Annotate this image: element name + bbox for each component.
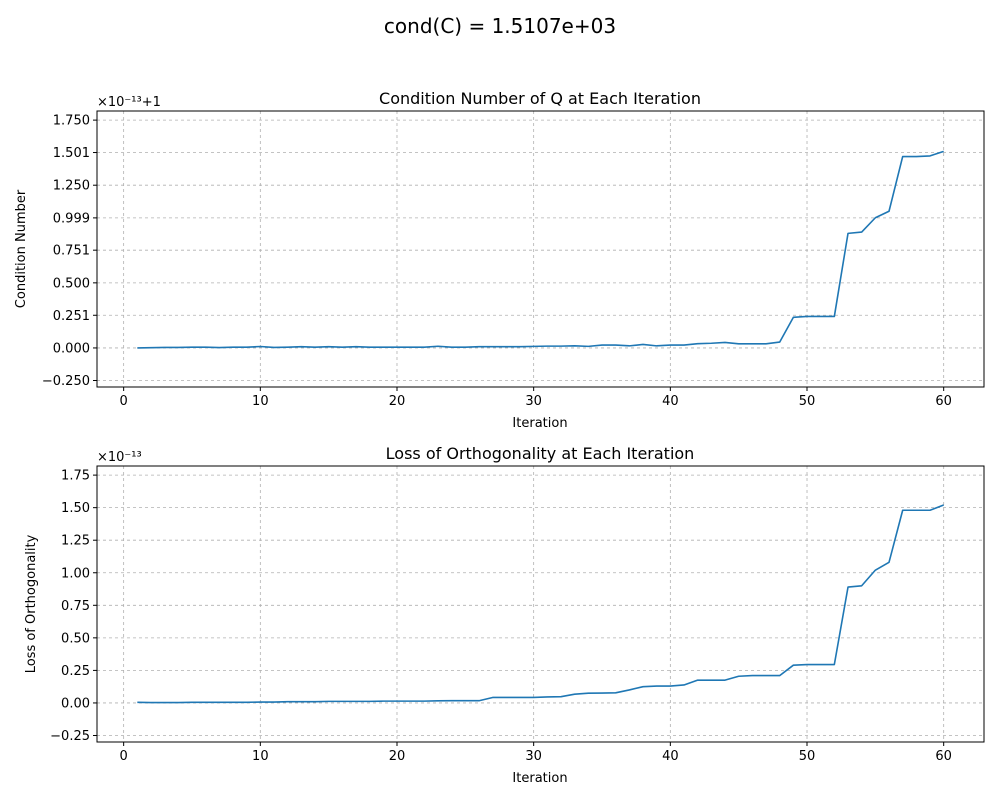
- condition-number-y-tick-label: 0.999: [53, 211, 90, 226]
- condition-number-y-tick-label: 0.500: [53, 276, 90, 291]
- orthogonality-loss-axes-frame: [96, 465, 985, 743]
- orthogonality-loss-chart: Loss of Orthogonality at Each Iteration …: [24, 444, 985, 786]
- condition-number-chart-title: Condition Number of Q at Each Iteration: [379, 89, 701, 108]
- orthogonality-loss-x-tick-label: 30: [525, 749, 542, 764]
- condition-number-x-tick-label: 0: [120, 394, 128, 409]
- orthogonality-loss-offset-label: ×10⁻¹³: [97, 450, 142, 465]
- orthogonality-loss-y-tick-label: 0.50: [61, 631, 90, 646]
- orthogonality-loss-series-line: [137, 504, 944, 704]
- orthogonality-loss-y-tick-label: 0.00: [61, 696, 90, 711]
- orthogonality-loss-grid: [97, 466, 984, 742]
- condition-number-series-line: [137, 150, 944, 349]
- orthogonality-loss-x-tick-label: 20: [389, 749, 406, 764]
- orthogonality-loss-y-axis-label: Loss of Orthogonality: [24, 534, 39, 673]
- orthogonality-loss-ticks: 0 10 20 30 40 50 60 −0.25 0.00 0.25 0.50 0.75 1.00 1.…: [50, 469, 952, 764]
- condition-number-y-tick-label: 1.250: [53, 179, 90, 194]
- condition-number-x-tick-label: 10: [252, 394, 269, 409]
- condition-number-y-axis-label: Condition Number: [14, 189, 29, 308]
- figure-suptitle: cond(C) = 1.5107e+03: [384, 14, 616, 38]
- condition-number-y-tick-label: 0.251: [53, 309, 90, 324]
- condition-number-x-tick-label: 60: [935, 394, 952, 409]
- condition-number-x-axis-label: Iteration: [512, 416, 567, 431]
- orthogonality-loss-y-tick-label: −0.25: [50, 729, 90, 744]
- condition-number-y-tick-label: 1.501: [53, 146, 90, 161]
- condition-number-offset-label: ×10⁻¹³+1: [97, 95, 161, 110]
- condition-number-y-tick-label: −0.250: [42, 374, 90, 389]
- condition-number-x-tick-label: 50: [799, 394, 816, 409]
- condition-number-y-tick-label: 0.000: [53, 341, 90, 356]
- condition-number-y-tick-label: 1.750: [53, 114, 90, 129]
- condition-number-axes-frame: [96, 110, 985, 388]
- orthogonality-loss-y-tick-label: 1.75: [61, 469, 90, 484]
- orthogonality-loss-x-axis-label: Iteration: [512, 771, 567, 786]
- orthogonality-loss-x-tick-label: 60: [935, 749, 952, 764]
- condition-number-x-tick-label: 40: [662, 394, 679, 409]
- condition-number-grid: [97, 111, 984, 387]
- orthogonality-loss-x-tick-label: 40: [662, 749, 679, 764]
- orthogonality-loss-x-tick-label: 10: [252, 749, 269, 764]
- orthogonality-loss-y-tick-label: 0.75: [61, 599, 90, 614]
- orthogonality-loss-y-tick-label: 1.50: [61, 501, 90, 516]
- orthogonality-loss-chart-title: Loss of Orthogonality at Each Iteration: [386, 444, 695, 463]
- orthogonality-loss-y-tick-label: 1.25: [61, 534, 90, 549]
- condition-number-y-tick-label: 0.751: [53, 244, 90, 259]
- orthogonality-loss-x-tick-label: 50: [799, 749, 816, 764]
- condition-number-x-tick-label: 20: [389, 394, 406, 409]
- condition-number-x-tick-label: 30: [525, 394, 542, 409]
- orthogonality-loss-x-tick-label: 0: [120, 749, 128, 764]
- condition-number-chart: Condition Number of Q at Each Iteration …: [14, 89, 985, 431]
- orthogonality-loss-y-tick-label: 0.25: [61, 664, 90, 679]
- condition-number-ticks: 0 10 20 30 40 50 60 −0.250 0.000 0.251 0.500 0.751 0…: [42, 114, 952, 409]
- orthogonality-loss-y-tick-label: 1.00: [61, 566, 90, 581]
